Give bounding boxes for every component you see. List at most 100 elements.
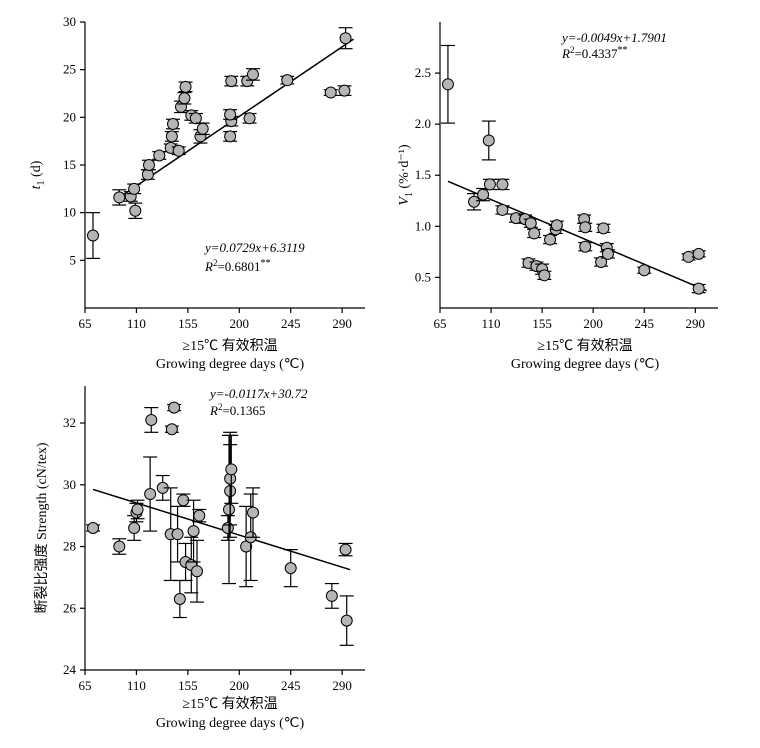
strength-data-point [168, 401, 181, 414]
t1-data-point [196, 122, 209, 135]
v1-x-tick-label: 110 [482, 316, 501, 331]
strength-data-point [171, 528, 184, 541]
v1-data-point [482, 134, 495, 147]
t1-x-tick-label: 290 [332, 316, 352, 331]
strength-x-title-cn: ≥15℃ 有效积温 [182, 696, 277, 712]
v1-ylabel-prefix: V [397, 196, 412, 206]
v1-y-tick-label: 2.5 [415, 65, 431, 80]
strength-data-point [144, 488, 157, 501]
t1-data-point [324, 86, 337, 99]
t1-data-point [247, 68, 259, 81]
v1-r2: R2=0.4337** [561, 45, 628, 61]
t1-ylabel-sub: 1 [36, 180, 47, 185]
strength-data-point [131, 503, 144, 516]
v1-ylabel-sub: 1 [404, 192, 415, 197]
t1-x-tick-label: 110 [127, 316, 146, 331]
t1-data-point [143, 159, 155, 171]
v1-r2-label: R [561, 46, 570, 61]
strength-equation: y=-0.0117x+30.72 [208, 386, 308, 401]
strength-data-point [223, 503, 235, 516]
panel-v1: 65 110 155 200 245 290 0.5 1.0 1.5 2.0 2.5 V1 (%·d… [397, 22, 718, 372]
strength-data-point [247, 506, 259, 519]
strength-data-point [225, 463, 238, 476]
t1-data-point [87, 229, 99, 242]
t1-data-point [224, 108, 237, 121]
t1-r2: R2=0.6801** [204, 258, 271, 274]
v1-data-point [524, 217, 537, 230]
v1-regression-line [447, 180, 707, 292]
v1-data-point [692, 282, 705, 295]
v1-y-axis-title: V1 (%·d⁻¹) [397, 144, 415, 206]
v1-data-point [601, 247, 614, 260]
t1-y-tick-label: 15 [63, 157, 76, 172]
v1-data-point [441, 78, 454, 91]
t1-x-tick-label: 155 [178, 316, 198, 331]
v1-x-tick-label: 200 [583, 316, 603, 331]
t1-y-axis-title: t1 (d) [29, 160, 47, 189]
strength-data-point [165, 423, 178, 436]
t1-marks: 65 110 155 200 245 290 5 10 15 20 25 30 [63, 14, 365, 331]
strength-data-point [339, 543, 352, 556]
t1-data-point [224, 130, 237, 143]
t1-data-point [167, 118, 179, 131]
strength-data-point [173, 593, 186, 605]
strength-data-point [221, 522, 234, 534]
t1-equation: y=0.0729x+6.3119 [203, 240, 305, 255]
t1-x-title-en: Growing degree days (℃) [156, 357, 305, 372]
v1-data-point [579, 221, 592, 234]
svg-text:V1 (%·d⁻¹): V1 (%·d⁻¹) [397, 144, 415, 206]
t1-data-point [113, 191, 126, 204]
strength-data-point [187, 525, 200, 538]
panel-strength: 65 110 155 200 245 290 24 26 28 30 32 断裂比强度 Streng… [34, 386, 365, 731]
strength-y-tick-label: 24 [63, 662, 77, 677]
strength-data-point [87, 522, 99, 534]
v1-x-title-cn: ≥15℃ 有效积温 [537, 338, 632, 354]
strength-data-point [113, 540, 126, 553]
strength-x-tick-label: 65 [79, 678, 92, 693]
v1-x-tick-label: 290 [686, 316, 706, 331]
v1-r2-sup: 2 [570, 45, 575, 55]
t1-data-point [338, 84, 351, 97]
v1-x-tick-label: 245 [634, 316, 654, 331]
t1-x-tick-label: 65 [79, 316, 92, 331]
t1-data-point [165, 130, 178, 143]
v1-ylabel-suffix: (%·d⁻¹) [397, 144, 412, 192]
t1-x-tick-label: 200 [230, 316, 250, 331]
v1-r2-value: =0.4337 [574, 46, 618, 61]
v1-data-point [477, 188, 490, 201]
t1-data-point [128, 182, 141, 195]
svg-text:t1 (d): t1 (d) [29, 160, 47, 189]
t1-y-tick-label: 10 [63, 205, 76, 220]
v1-data-point [528, 227, 541, 240]
t1-r2-stars: ** [261, 258, 271, 269]
t1-r2-value: =0.6801 [217, 259, 260, 274]
v1-data-point [597, 222, 610, 235]
v1-data-point [692, 247, 705, 260]
t1-data-point [189, 112, 202, 125]
t1-data-point [243, 112, 256, 125]
t1-data-point [339, 32, 352, 45]
v1-data-point [595, 256, 608, 269]
t1-r2-label: R [204, 259, 213, 274]
strength-y-tick-label: 32 [63, 415, 76, 430]
strength-x-title-en: Growing degree days (℃) [156, 716, 305, 731]
v1-r2-stars: ** [618, 45, 628, 56]
strength-data-point [128, 522, 141, 534]
strength-data-point [191, 565, 203, 578]
t1-ylabel-prefix: t [29, 184, 44, 189]
t1-data-point [129, 204, 142, 217]
strength-data-point [193, 509, 206, 522]
t1-data-point [178, 92, 191, 105]
v1-y-tick-label: 2.0 [415, 116, 431, 131]
strength-r2-value: =0.1365 [222, 403, 265, 418]
v1-y-tick-label: 1.0 [415, 218, 431, 233]
v1-data-point [483, 178, 496, 191]
v1-data-point [468, 195, 481, 208]
strength-y-tick-label: 28 [63, 539, 76, 554]
strength-r2-label: R [209, 403, 218, 418]
t1-y-tick-label: 30 [63, 14, 76, 29]
t1-y-tick-label: 20 [63, 109, 76, 124]
t1-data-point [179, 80, 192, 93]
t1-data-point [281, 74, 294, 87]
